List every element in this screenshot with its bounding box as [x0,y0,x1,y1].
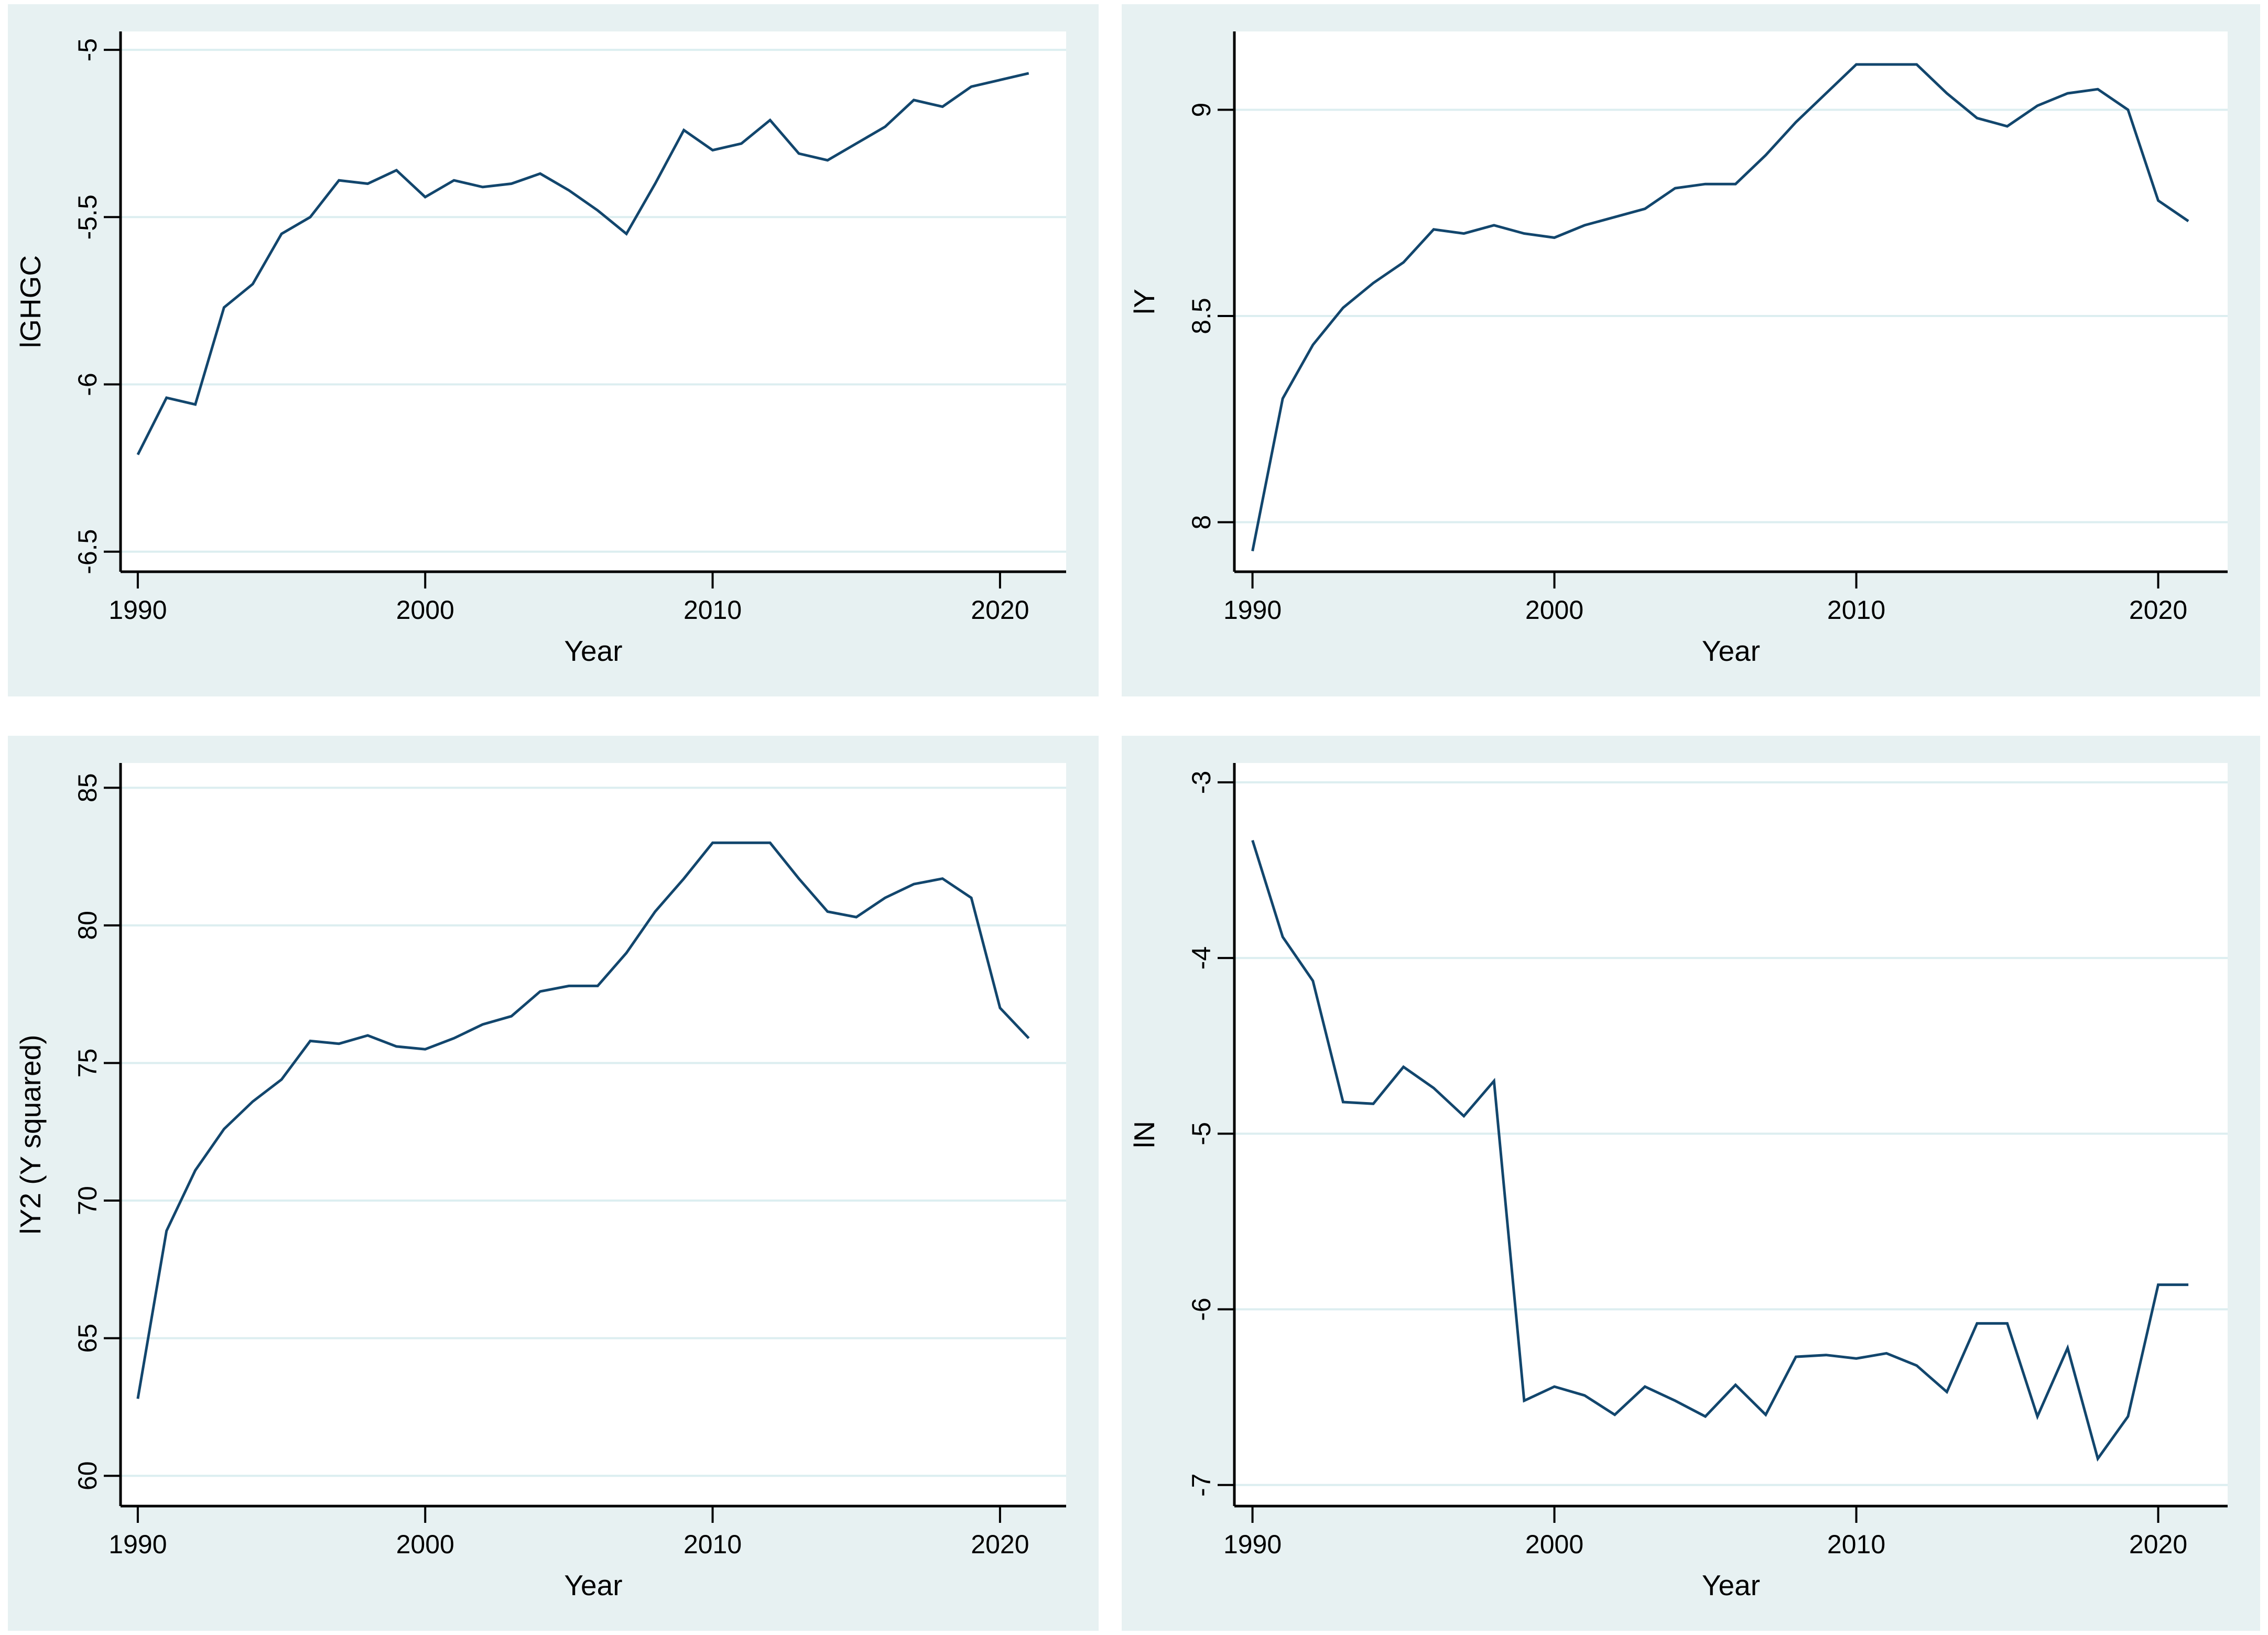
x-tick-label: 2010 [683,1530,742,1559]
x-tick-label: 1990 [108,595,167,625]
x-tick-label: 2000 [1525,1530,1583,1559]
ln-line-chart: -7 -6 -5 -4 -3 1990 2000 2010 2020 lN Year [1128,763,2228,1601]
y-tick-label: 8 [1187,515,1216,530]
chart-panel-ly: 8 8.5 9 1990 2000 2010 2020 lY Year [1122,4,2260,696]
ly2-line-chart: 60 65 70 75 80 85 1990 2000 2010 2020 lY2 (Y squar… [14,763,1066,1601]
x-axis-title: Year [564,635,622,667]
plot-area [121,31,1066,572]
y-axis-title: lY [1128,289,1160,314]
y-tick-label: -4 [1187,946,1216,969]
x-tick-label: 2020 [971,595,1029,625]
y-tick-label: -6 [1187,1298,1216,1321]
y-tick-label: -6.5 [73,529,102,574]
data-line [136,72,1029,455]
data-line [1251,63,2189,552]
chart-panel-lghgc: -6.5 -6 -5.5 -5 1990 2000 2010 2020 lGHGC Year [8,4,1099,696]
y-tick-label: 70 [73,1186,102,1215]
y-tick-label: -6 [73,373,102,396]
x-axis-title: Year [1702,635,1760,667]
plot-area [1234,31,2228,572]
y-tick-label: 80 [73,911,102,940]
x-tick-label: 2000 [1525,595,1583,625]
y-tick-label: 60 [73,1461,102,1490]
y-tick-label: -5.5 [73,194,102,239]
x-tick-label: 2020 [971,1530,1029,1559]
lghgc-line-chart: -6.5 -6 -5.5 -5 1990 2000 2010 2020 lGHGC Year [14,31,1066,667]
y-axis-title: lGHGC [14,255,47,348]
y-axis-title: lN [1128,1121,1160,1148]
x-tick-label: 2010 [1827,1530,1885,1559]
y-tick-label: -3 [1187,771,1216,794]
x-axis-title: Year [1702,1569,1760,1601]
y-tick-label: -5 [73,38,102,61]
x-tick-label: 1990 [1223,1530,1282,1559]
y-tick-label: 75 [73,1049,102,1078]
x-tick-label: 1990 [108,1530,167,1559]
ly-line-chart: 8 8.5 9 1990 2000 2010 2020 lY Year [1128,31,2228,667]
x-tick-label: 2010 [683,595,742,625]
x-axis-title: Year [564,1569,622,1601]
x-tick-label: 2020 [2129,595,2187,625]
x-tick-label: 2000 [396,1530,454,1559]
data-line [1251,840,2189,1462]
y-tick-label: 65 [73,1324,102,1353]
chart-panel-ly2: 60 65 70 75 80 85 1990 2000 2010 2020 lY2 (Y squar… [8,736,1099,1631]
y-tick-label: -5 [1187,1122,1216,1145]
x-tick-label: 1990 [1223,595,1282,625]
y-axis-title: lY2 (Y squared) [14,1034,47,1234]
chart-panel-ln: -7 -6 -5 -4 -3 1990 2000 2010 2020 lN Year [1122,736,2260,1631]
x-tick-label: 2010 [1827,595,1885,625]
x-tick-label: 2020 [2129,1530,2187,1559]
y-tick-label: -7 [1187,1474,1216,1497]
data-line [136,841,1030,1399]
y-tick-label: 9 [1187,103,1216,117]
plot-area [121,763,1066,1506]
y-tick-label: 85 [73,773,102,802]
y-tick-label: 8.5 [1187,298,1216,334]
x-tick-label: 2000 [396,595,454,625]
